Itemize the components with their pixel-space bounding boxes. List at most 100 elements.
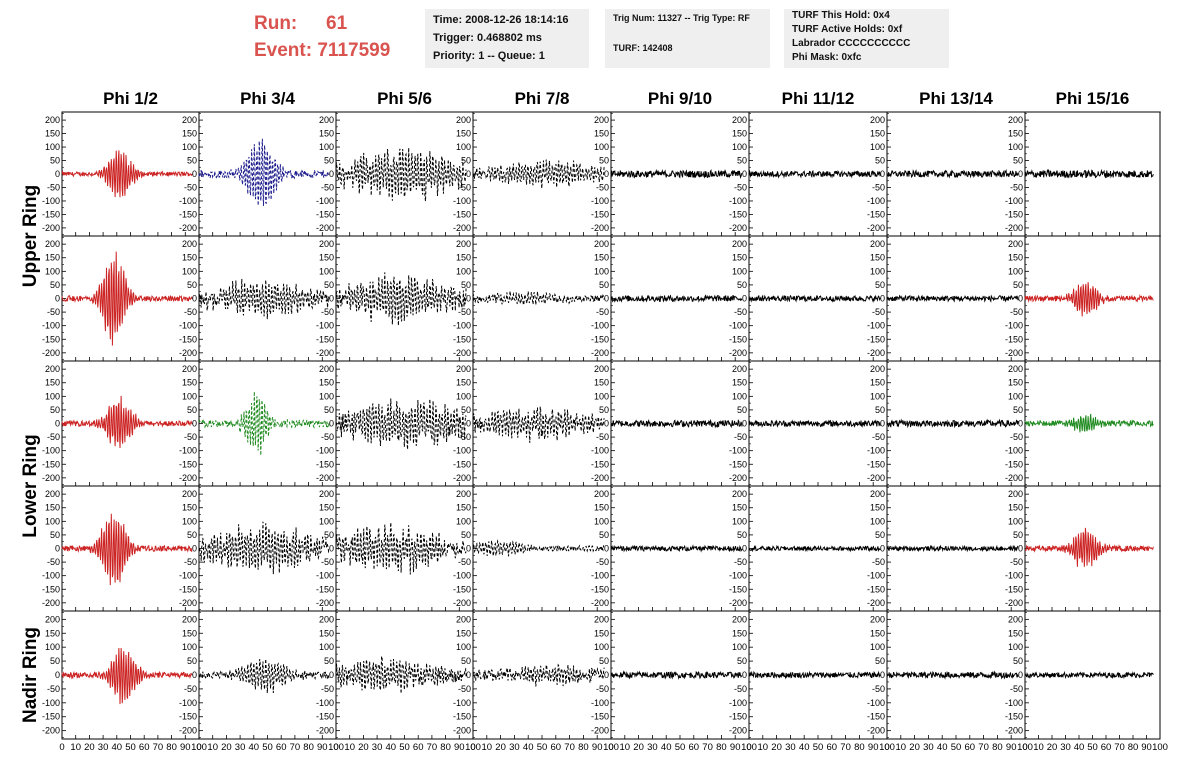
y-tick-label: 200: [182, 489, 197, 499]
y-tick-label: 50: [324, 156, 334, 166]
y-tick-label: 0: [466, 169, 471, 179]
y-tick-label: -200: [453, 726, 471, 736]
x-tick-label: 60: [1101, 742, 1112, 753]
waveform-trace: [610, 544, 743, 553]
x-tick-label: 80: [854, 742, 865, 753]
waveform-trace: [61, 150, 193, 198]
waveform-panel: 200 150 100 50 0 -50 -100 -150 -200: [42, 111, 200, 237]
y-tick-label: -100: [179, 446, 197, 456]
y-tick-label: 100: [732, 391, 747, 401]
y-tick-label: 150: [594, 503, 609, 513]
y-tick-label: 100: [594, 266, 609, 276]
y-tick-label: 100: [182, 516, 197, 526]
waveform-trace: [61, 251, 193, 346]
y-tick-label: -200: [42, 223, 60, 233]
y-tick-label: -50: [47, 432, 60, 442]
y-tick-label: 150: [319, 378, 334, 388]
y-tick-label: 200: [870, 614, 885, 624]
x-tick-label: 70: [564, 742, 575, 753]
waveform-trace: [886, 294, 1019, 303]
y-tick-label: -200: [42, 726, 60, 736]
y-tick-label: -50: [596, 182, 609, 192]
x-tick-label: 70: [290, 742, 301, 753]
y-tick-label: 100: [1008, 516, 1023, 526]
y-tick-label: 150: [319, 628, 334, 638]
x-tick-label: 30: [923, 742, 934, 753]
y-tick-label: -100: [867, 571, 885, 581]
y-tick-label: -200: [1005, 223, 1023, 233]
x-tick-label: 40: [1074, 742, 1085, 753]
y-tick-label: -150: [867, 459, 885, 469]
y-tick-label: -100: [591, 698, 609, 708]
y-tick-label: -200: [1005, 473, 1023, 483]
y-tick-label: 150: [182, 628, 197, 638]
x-tick-label: 70: [153, 742, 164, 753]
y-tick-label: -50: [596, 557, 609, 567]
y-tick-label: -100: [453, 698, 471, 708]
y-tick-label: 100: [870, 266, 885, 276]
y-tick-label: 50: [187, 656, 197, 666]
waveform-panel: 200 150 100 50 0 -50 -100 -150 -200: [316, 111, 474, 237]
y-tick-label: 100: [1008, 266, 1023, 276]
y-tick-label: 50: [187, 280, 197, 290]
x-tick-label: 30: [372, 742, 383, 753]
x-tick-label: 100: [328, 742, 344, 753]
waveform-trace: [748, 294, 881, 304]
y-tick-label: 50: [599, 156, 609, 166]
y-tick-label: 0: [604, 670, 609, 680]
y-tick-label: -150: [179, 712, 197, 722]
y-tick-label: -150: [591, 584, 609, 594]
trig-num-text: Trig Num: 11327 -- Trig Type: RF: [613, 13, 750, 23]
y-tick-label: 0: [192, 419, 197, 429]
y-tick-label: 0: [1018, 670, 1023, 680]
y-tick-label: 50: [599, 405, 609, 415]
y-tick-label: -100: [42, 196, 60, 206]
y-tick-label: -200: [591, 473, 609, 483]
x-tick-label: 20: [1047, 742, 1058, 753]
y-tick-label: -150: [316, 459, 334, 469]
y-tick-label: 100: [732, 642, 747, 652]
x-tick-label: 40: [523, 742, 534, 753]
y-tick-label: -50: [872, 557, 885, 567]
y-tick-label: 150: [182, 129, 197, 139]
y-tick-label: 100: [456, 642, 471, 652]
x-tick-label: 60: [139, 742, 150, 753]
y-tick-label: 50: [737, 280, 747, 290]
y-tick-label: 0: [55, 544, 60, 554]
y-tick-label: -150: [867, 334, 885, 344]
y-tick-label: -150: [867, 209, 885, 219]
y-tick-label: 100: [1008, 142, 1023, 152]
y-tick-label: -50: [872, 182, 885, 192]
y-tick-label: -150: [867, 584, 885, 594]
y-tick-label: 200: [319, 489, 334, 499]
y-tick-label: -150: [453, 584, 471, 594]
y-tick-label: -100: [453, 321, 471, 331]
y-tick-label: 100: [732, 516, 747, 526]
y-tick-label: -50: [458, 557, 471, 567]
y-tick-label: 200: [594, 614, 609, 624]
y-tick-label: -200: [316, 348, 334, 358]
column-title: Phi 9/10: [648, 89, 712, 108]
y-tick-label: 200: [732, 115, 747, 125]
y-tick-label: -100: [453, 446, 471, 456]
waveform-trace: [335, 272, 467, 326]
waveform-panel: 200 150 100 50 0 -50 -100 -150 -200: [1005, 360, 1161, 487]
waveform-panel: 200 150 100 50 0 -50 -100 -150 -200: [42, 235, 200, 362]
waveform-panel: 200 150 100 50 0 -50 -100 -150 -200: [316, 360, 474, 487]
turf-text: TURF: 142408: [613, 43, 673, 53]
y-tick-label: -150: [42, 209, 60, 219]
y-tick-label: 200: [45, 614, 60, 624]
y-tick-label: 150: [456, 628, 471, 638]
waveform-trace: [198, 658, 330, 694]
x-tick-label: 90: [592, 742, 603, 753]
y-tick-label: 100: [456, 142, 471, 152]
x-tick-label: 30: [647, 742, 658, 753]
y-tick-label: 50: [324, 405, 334, 415]
y-tick-label: 100: [45, 142, 60, 152]
x-tick-label: 90: [1141, 742, 1152, 753]
y-tick-label: 200: [45, 239, 60, 249]
x-tick-label: 0: [333, 742, 338, 753]
y-tick-label: 0: [1018, 419, 1023, 429]
waveform-trace: [610, 168, 743, 179]
